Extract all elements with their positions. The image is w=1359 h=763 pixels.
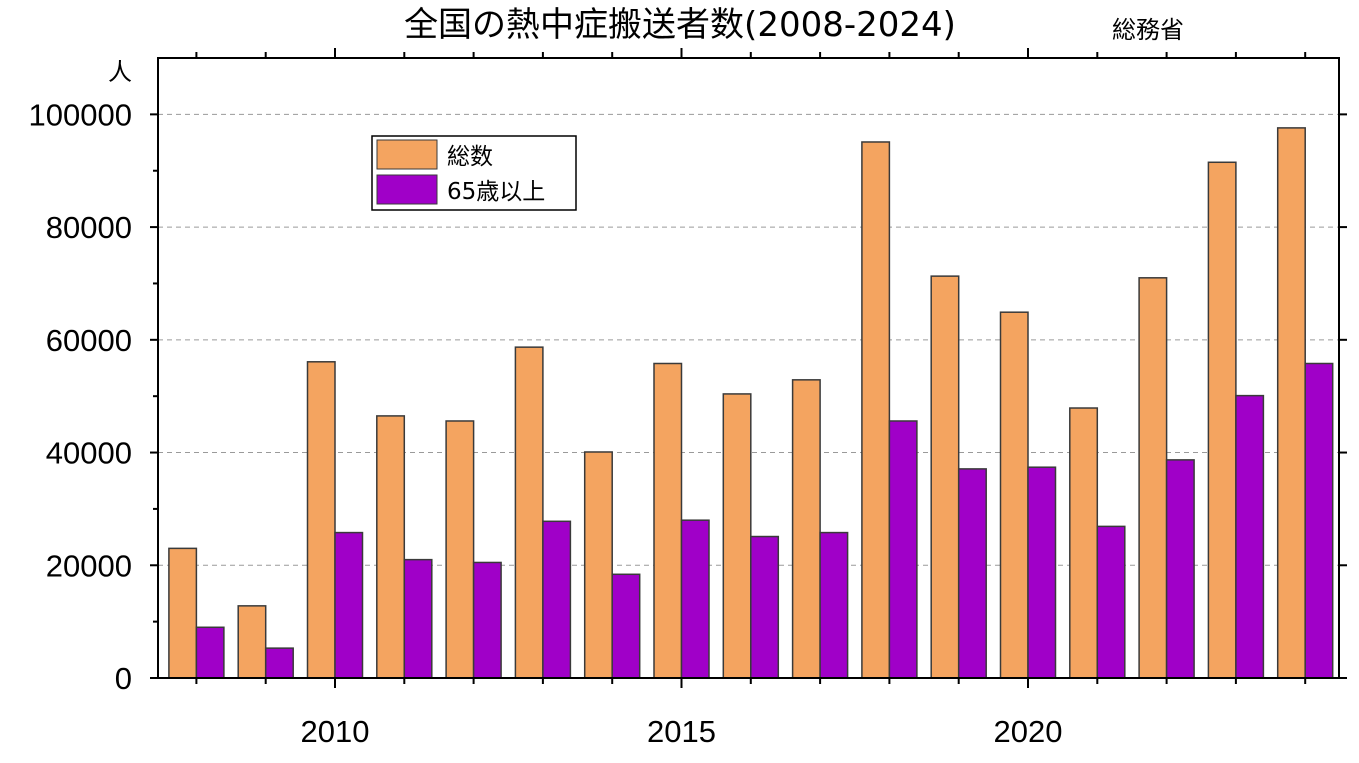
bar-65plus-2016 [750,535,780,679]
bar-total-2023 [1207,161,1237,679]
bar-65plus-2021 [1096,525,1126,679]
bar-65plus-2020 [1027,466,1057,679]
bar-65plus-2015 [680,519,710,679]
bar-total-2021 [1069,407,1099,679]
y-axis-unit: 人 [108,58,132,86]
bar-total-2009 [237,605,267,679]
y-tick-label: 100000 [29,97,132,132]
bar-total-2020 [999,311,1029,679]
bar-65plus-2009 [264,647,294,679]
bar-total-2015 [653,362,683,679]
bar-65plus-2017 [819,531,849,679]
bar-total-2018 [861,141,891,679]
y-tick-labels: 0 20000 40000 60000 80000 100000 [29,97,132,696]
axis-ticks [150,48,1347,688]
bar-65plus-2022 [1165,459,1195,679]
legend-label-total: 総数 [447,144,493,170]
bar-65plus-2023 [1235,394,1265,679]
y-tick-label: 80000 [46,210,132,245]
legend: 総数 65歳以上 [371,135,577,211]
legend-label-65plus: 65歳以上 [447,179,545,205]
bar-total-2014 [583,451,613,679]
y-tick-label: 20000 [46,548,132,583]
bar-65plus-2010 [334,531,364,679]
y-tick-label: 40000 [46,436,132,471]
y-tick-label: 0 [115,661,132,696]
bar-65plus-2014 [611,573,641,679]
x-tick-labels: 2010 2015 2020 [301,714,1063,749]
bar-65plus-2024 [1304,362,1334,679]
plot-frame [157,57,1340,679]
bar-total-2016 [722,393,752,679]
legend-swatch-65plus [376,174,438,205]
bars [168,127,1334,679]
bar-total-2011 [376,415,406,679]
bar-65plus-2013 [542,520,572,679]
bar-65plus-2008 [195,626,225,679]
bar-total-2019 [930,275,960,679]
bar-total-2008 [168,547,198,679]
bar-total-2017 [791,379,821,679]
y-tick-label: 60000 [46,323,132,358]
bar-65plus-2012 [472,561,502,679]
bar-65plus-2018 [888,420,918,679]
bar-total-2024 [1276,127,1306,679]
x-tick-label: 2015 [647,714,716,749]
bar-65plus-2019 [957,468,987,679]
x-tick-label: 2020 [994,714,1063,749]
legend-swatch-total [376,139,438,170]
bar-total-2013 [514,346,544,679]
bar-65plus-2011 [403,558,433,679]
chart-title: 全国の熱中症搬送者数(2008-2024) [404,5,956,45]
bar-total-2010 [306,361,336,679]
bar-total-2022 [1138,277,1168,679]
bar-total-2012 [445,420,475,679]
source-label: 総務省 [1112,16,1184,44]
x-tick-label: 2010 [301,714,370,749]
